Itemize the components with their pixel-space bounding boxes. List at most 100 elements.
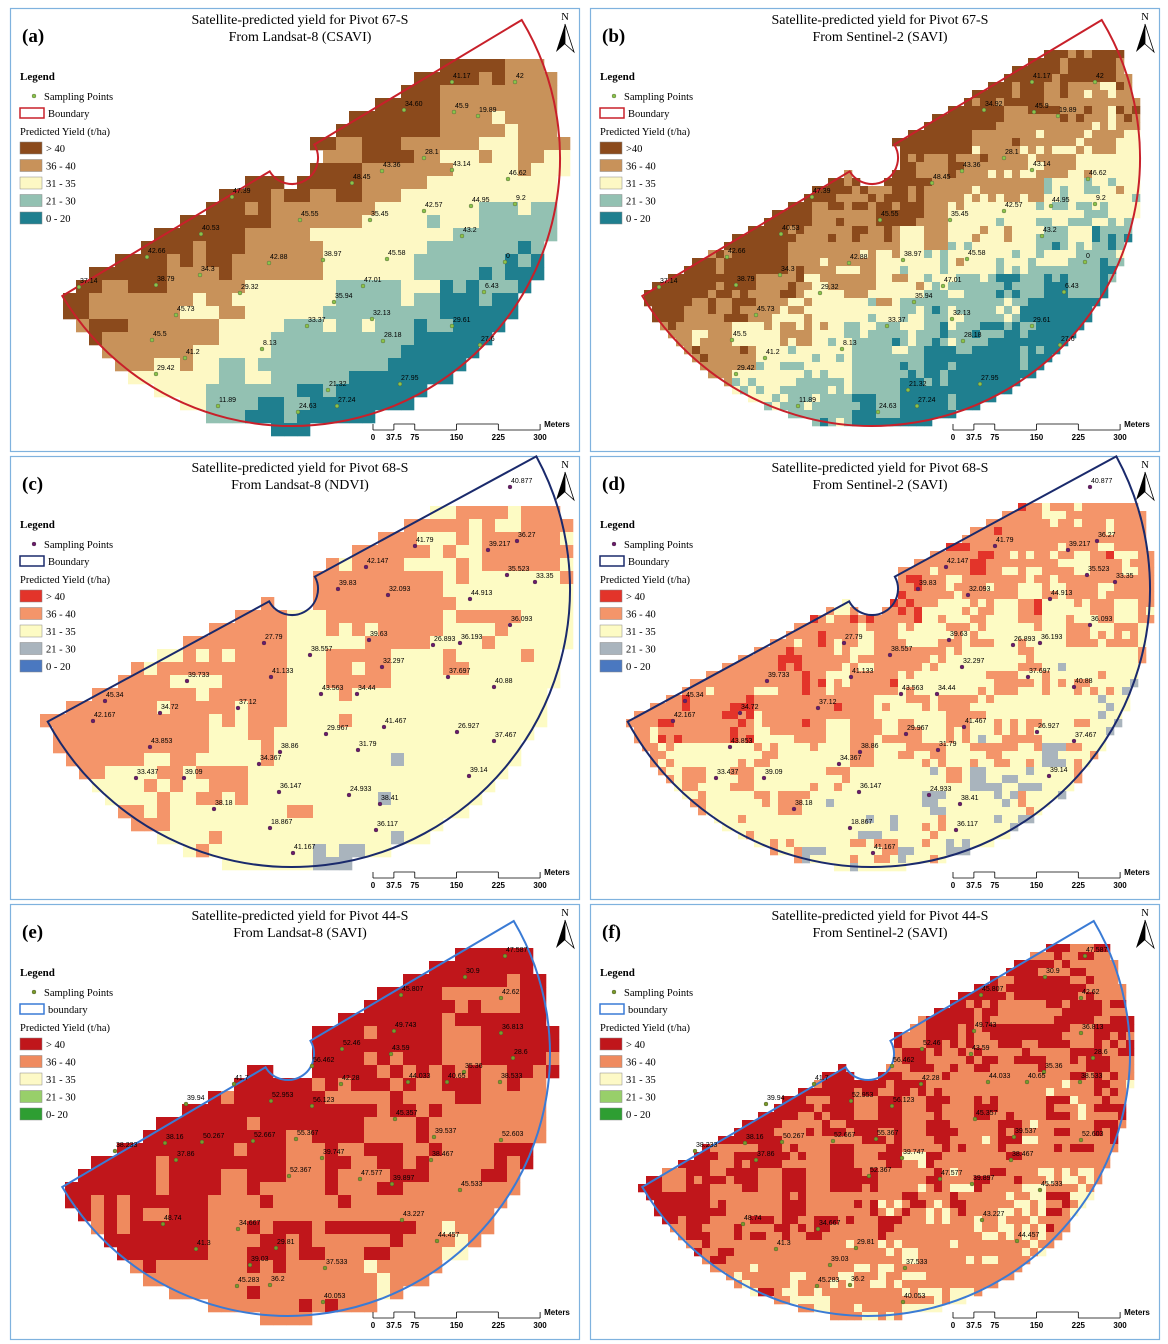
raster-cell bbox=[258, 267, 271, 280]
raster-cell bbox=[986, 607, 994, 615]
raster-cell bbox=[1044, 282, 1052, 290]
raster-cell bbox=[940, 330, 948, 338]
raster-cell bbox=[820, 258, 828, 266]
raster-cell bbox=[940, 338, 948, 346]
raster-cell bbox=[866, 695, 874, 703]
raster-cell bbox=[128, 306, 141, 319]
raster-cell bbox=[708, 266, 716, 274]
raster-cell bbox=[115, 319, 128, 332]
raster-cell bbox=[1092, 90, 1100, 98]
raster-cell bbox=[521, 688, 534, 701]
raster-cell bbox=[1090, 655, 1098, 663]
raster-cell bbox=[852, 186, 860, 194]
legend-swatch bbox=[600, 160, 622, 172]
raster-cell bbox=[310, 293, 323, 306]
raster-cell bbox=[794, 663, 802, 671]
raster-cell bbox=[906, 703, 914, 711]
raster-cell bbox=[764, 362, 772, 370]
raster-cell bbox=[1092, 218, 1100, 226]
raster-cell bbox=[1092, 234, 1100, 242]
raster-cell bbox=[1058, 551, 1066, 559]
raster-cell bbox=[1082, 511, 1090, 519]
raster-cell bbox=[746, 719, 754, 727]
raster-cell bbox=[427, 163, 440, 176]
raster-cell bbox=[1010, 663, 1018, 671]
raster-cell bbox=[954, 703, 962, 711]
raster-cell bbox=[232, 319, 245, 332]
point-label: 35.94 bbox=[915, 293, 933, 300]
raster-cell bbox=[430, 571, 443, 584]
raster-cell bbox=[326, 766, 339, 779]
raster-cell bbox=[443, 740, 456, 753]
raster-cell bbox=[930, 647, 938, 655]
raster-cell bbox=[453, 137, 466, 150]
raster-cell bbox=[443, 792, 456, 805]
raster-cell bbox=[1122, 647, 1130, 655]
raster-cell bbox=[1012, 178, 1020, 186]
sampling-point bbox=[381, 339, 385, 343]
raster-cell bbox=[714, 703, 722, 711]
raster-cell bbox=[714, 687, 722, 695]
raster-cell bbox=[956, 370, 964, 378]
scale-label: 300 bbox=[533, 881, 547, 890]
raster-cell bbox=[732, 298, 740, 306]
raster-cell bbox=[994, 687, 1002, 695]
raster-cell bbox=[980, 122, 988, 130]
sampling-point bbox=[355, 692, 359, 696]
raster-cell bbox=[261, 844, 274, 857]
raster-cell bbox=[698, 711, 706, 719]
sampling-point bbox=[336, 587, 340, 591]
raster-cell bbox=[1036, 306, 1044, 314]
raster-cell bbox=[908, 266, 916, 274]
raster-cell bbox=[762, 655, 770, 663]
scale-label: 150 bbox=[450, 433, 464, 442]
raster-cell bbox=[274, 844, 287, 857]
raster-cell bbox=[443, 584, 456, 597]
raster-cell bbox=[836, 194, 844, 202]
sampling-point bbox=[965, 257, 969, 261]
raster-cell bbox=[1074, 567, 1082, 575]
raster-cell bbox=[1124, 210, 1132, 218]
raster-cell bbox=[828, 234, 836, 242]
raster-cell bbox=[850, 647, 858, 655]
raster-cell bbox=[284, 280, 297, 293]
raster-cell bbox=[1018, 623, 1026, 631]
raster-cell bbox=[232, 228, 245, 241]
point-label: 40.877 bbox=[511, 478, 533, 485]
raster-cell bbox=[1034, 615, 1042, 623]
raster-cell bbox=[248, 649, 261, 662]
raster-cell bbox=[666, 735, 674, 743]
raster-cell bbox=[157, 818, 170, 831]
raster-cell bbox=[1074, 759, 1082, 767]
raster-cell bbox=[898, 751, 906, 759]
raster-cell bbox=[1082, 551, 1090, 559]
raster-cell bbox=[1076, 82, 1084, 90]
raster-cell bbox=[1034, 527, 1042, 535]
raster-cell bbox=[964, 290, 972, 298]
raster-cell bbox=[469, 610, 482, 623]
raster-cell bbox=[1034, 751, 1042, 759]
raster-cell bbox=[1074, 519, 1082, 527]
raster-cell bbox=[271, 228, 284, 241]
raster-cell bbox=[946, 711, 954, 719]
raster-cell bbox=[812, 306, 820, 314]
raster-cell bbox=[692, 298, 700, 306]
raster-cell bbox=[890, 759, 898, 767]
raster-cell bbox=[102, 345, 115, 358]
raster-cell bbox=[1060, 58, 1068, 66]
raster-cell bbox=[980, 386, 988, 394]
raster-cell bbox=[1036, 338, 1044, 346]
raster-cell bbox=[248, 766, 261, 779]
raster-cell bbox=[1100, 122, 1108, 130]
raster-cell bbox=[235, 818, 248, 831]
raster-cell bbox=[1124, 130, 1132, 138]
raster-cell bbox=[754, 735, 762, 743]
raster-cell bbox=[352, 597, 365, 610]
raster-cell bbox=[956, 186, 964, 194]
raster-cell bbox=[1036, 170, 1044, 178]
raster-cell bbox=[115, 280, 128, 293]
legend-title: Legend bbox=[20, 71, 55, 83]
raster-cell bbox=[786, 639, 794, 647]
raster-cell bbox=[780, 250, 788, 258]
raster-cell bbox=[948, 138, 956, 146]
